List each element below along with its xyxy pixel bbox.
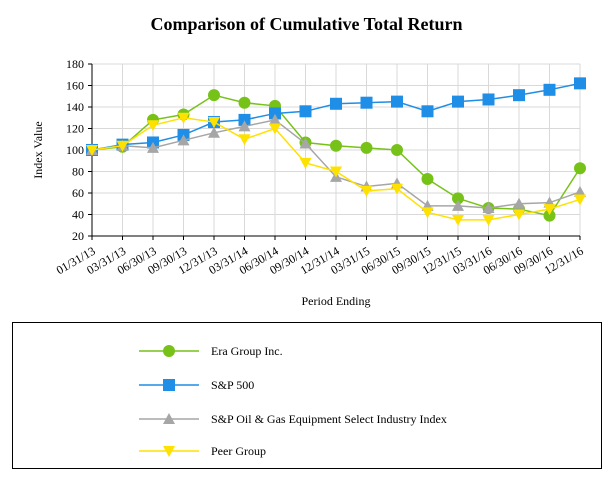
- data-point: [574, 194, 586, 206]
- y-tick-label: 40: [72, 208, 84, 222]
- data-point: [147, 141, 159, 153]
- legend-swatch-marker: [163, 413, 175, 424]
- data-point: [238, 96, 251, 109]
- data-point: [543, 209, 556, 222]
- legend-item: Era Group Inc.: [139, 339, 283, 363]
- chart-plot: 2040608010012014016018001/31/1303/31/130…: [31, 57, 586, 308]
- data-point: [86, 145, 98, 156]
- data-point: [299, 137, 312, 149]
- data-point: [360, 141, 373, 154]
- data-point: [452, 192, 464, 205]
- legend: Era Group Inc. S&P 500 S&P Oil & Gas Equip…: [12, 322, 602, 469]
- data-point: [574, 162, 586, 175]
- data-point: [391, 183, 403, 195]
- data-point: [574, 185, 586, 197]
- data-point: [330, 139, 342, 152]
- data-point: [360, 96, 373, 109]
- data-point: [177, 112, 190, 124]
- data-point: [147, 120, 159, 132]
- data-point: [116, 140, 129, 152]
- data-point: [452, 214, 464, 226]
- data-point: [421, 105, 434, 118]
- y-tick-label: 60: [72, 186, 84, 200]
- data-point: [208, 126, 220, 138]
- data-point: [452, 199, 464, 211]
- legend-label: S&P Oil & Gas Equipment Select Industry …: [211, 411, 447, 426]
- y-axis-label: Index Value: [31, 121, 45, 178]
- data-point: [330, 166, 342, 178]
- data-point: [513, 89, 525, 102]
- legend-item: S&P 500: [139, 373, 254, 397]
- legend-label: Era Group Inc.: [211, 343, 283, 358]
- y-tick-label: 20: [72, 229, 84, 243]
- data-point: [238, 120, 251, 132]
- data-point: [482, 93, 495, 106]
- data-point: [330, 97, 342, 110]
- data-point: [208, 89, 220, 102]
- legend-item: S&P Oil & Gas Equipment Select Industry …: [139, 407, 447, 431]
- legend-swatch-marker: [163, 345, 175, 357]
- data-point: [421, 207, 434, 219]
- x-axis-label: Period Ending: [302, 294, 371, 308]
- y-tick-label: 140: [66, 100, 84, 114]
- data-point: [238, 134, 251, 146]
- data-point: [482, 214, 495, 226]
- legend-swatch: [139, 379, 199, 391]
- legend-swatch-marker: [163, 446, 175, 457]
- data-point: [452, 95, 464, 108]
- data-point: [269, 107, 281, 120]
- y-tick-label: 120: [66, 122, 84, 136]
- data-point: [238, 113, 251, 126]
- y-tick-label: 80: [72, 165, 84, 179]
- data-point: [391, 144, 403, 156]
- data-point: [269, 123, 281, 135]
- data-point: [482, 202, 495, 214]
- legend-swatch: [139, 345, 199, 357]
- data-point: [269, 113, 281, 125]
- y-tick-label: 160: [66, 79, 84, 93]
- y-tick-label: 180: [66, 57, 84, 71]
- series-3: [86, 112, 586, 226]
- legend-swatch: [139, 446, 199, 457]
- data-point: [543, 83, 556, 96]
- legend-label: S&P 500: [211, 377, 255, 392]
- legend-swatch: [139, 413, 199, 424]
- legend-swatch-marker: [163, 379, 175, 391]
- data-point: [391, 95, 403, 108]
- data-point: [177, 134, 190, 146]
- chart-title: Comparison of Cumulative Total Return: [150, 14, 463, 34]
- data-point: [513, 209, 525, 221]
- legend-label: Peer Group: [211, 443, 266, 458]
- data-point: [513, 197, 525, 209]
- data-point: [360, 185, 373, 197]
- data-point: [543, 204, 556, 216]
- data-point: [208, 117, 220, 129]
- data-point: [421, 173, 434, 186]
- data-point: [574, 77, 586, 90]
- y-tick-label: 100: [66, 143, 84, 157]
- legend-item: Peer Group: [139, 439, 266, 463]
- data-point: [299, 157, 312, 169]
- data-point: [299, 105, 312, 118]
